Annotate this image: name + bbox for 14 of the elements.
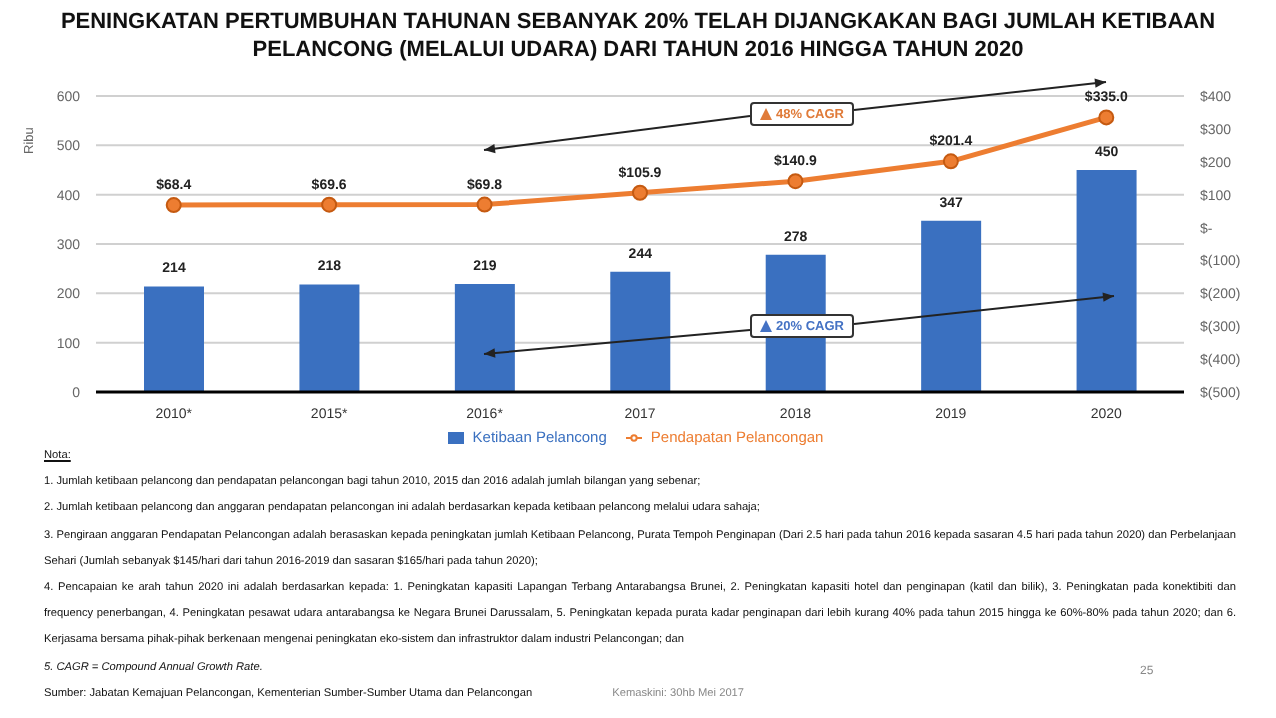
point [632,184,648,201]
point [787,173,804,190]
bar [144,286,204,392]
bar [921,220,982,392]
bar [454,283,515,392]
bar [299,284,360,392]
point [942,153,959,170]
bar [1076,170,1137,392]
chart-title: PENINGKATAN PERTUMBUHAN TAHUNAN SEBANYAK 20% TELAH DIJANGKAKAN BAGI JUMLAH KETIBAAN PELANCONG (MELALUI UDARA) DARI TAHUN 2016 HINGGA TAHUN 2020 [58,8,1218,64]
point [476,196,493,213]
point [1098,109,1115,126]
point [321,196,338,213]
point [165,197,182,214]
bar [610,271,671,392]
